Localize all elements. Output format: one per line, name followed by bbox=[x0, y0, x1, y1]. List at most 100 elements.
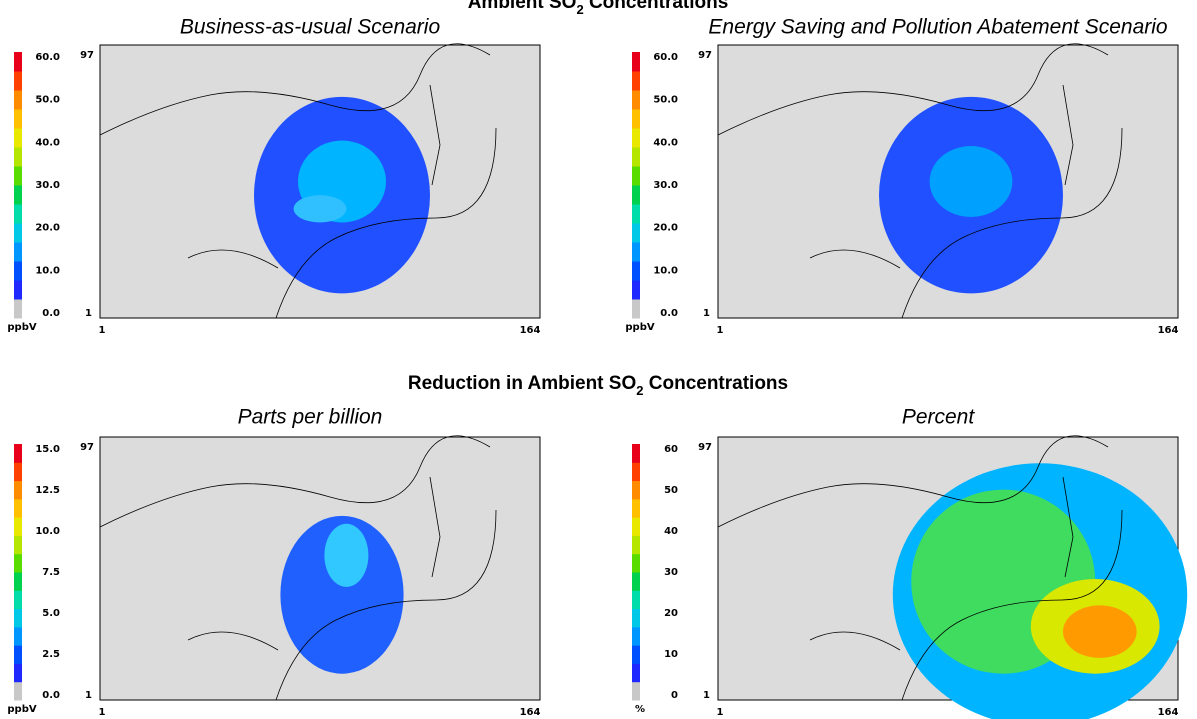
colorbar-label: 10 bbox=[664, 649, 678, 660]
title-subscript: 2 bbox=[576, 2, 583, 17]
colorbar-segment bbox=[14, 462, 22, 481]
colorbar-label: 0.0 bbox=[42, 690, 60, 701]
colorbar-segment bbox=[632, 499, 640, 518]
colorbar-segment bbox=[632, 609, 640, 628]
colorbar-label: 30.0 bbox=[35, 180, 60, 191]
colorbar-segment bbox=[14, 204, 22, 224]
colorbar-label: 5.0 bbox=[42, 608, 60, 619]
title-text: Reduction in Ambient SO bbox=[408, 373, 636, 394]
colorbar-label: 0.0 bbox=[42, 308, 60, 319]
colorbar-segment bbox=[14, 52, 22, 72]
colorbar-segment bbox=[14, 481, 22, 500]
colorbar-label: 10.0 bbox=[35, 526, 60, 537]
colorbar-segment bbox=[632, 90, 640, 110]
colorbar-segment bbox=[632, 572, 640, 591]
colorbar-segment bbox=[632, 52, 640, 72]
colorbar-segment bbox=[14, 166, 22, 186]
axis-label: 1 bbox=[85, 690, 92, 701]
map-field bbox=[1063, 605, 1137, 658]
bottom-title: Reduction in Ambient SO2 Concentrations bbox=[408, 373, 788, 398]
colorbar-label: 30.0 bbox=[653, 180, 678, 191]
panel-subtitle: Energy Saving and Pollution Abatement Sc… bbox=[708, 16, 1168, 39]
colorbar-segment bbox=[632, 462, 640, 481]
colorbar-segment bbox=[632, 645, 640, 664]
colorbar-segment bbox=[14, 71, 22, 91]
colorbar-label: 0.0 bbox=[660, 308, 678, 319]
axis-label: 1 bbox=[703, 308, 710, 319]
colorbar-segment bbox=[632, 535, 640, 554]
colorbar-label: 50.0 bbox=[653, 95, 678, 106]
colorbar-segment bbox=[14, 147, 22, 167]
axis-label: 164 bbox=[520, 325, 541, 336]
colorbar-segment bbox=[14, 128, 22, 148]
colorbar-segment bbox=[632, 554, 640, 573]
colorbar-segment bbox=[632, 242, 640, 262]
colorbar-label: 50 bbox=[664, 485, 678, 496]
axis-label: 1 bbox=[85, 308, 92, 319]
colorbar-segment bbox=[632, 166, 640, 186]
colorbar-label: 40.0 bbox=[35, 137, 60, 148]
panel-subtitle: Parts per billion bbox=[238, 406, 383, 429]
colorbar-label: 40.0 bbox=[653, 137, 678, 148]
axis-label: 164 bbox=[520, 707, 541, 718]
colorbar-segment bbox=[632, 590, 640, 609]
colorbar-segment bbox=[632, 627, 640, 646]
colorbar-label: 7.5 bbox=[42, 567, 60, 578]
axis-label: 1 bbox=[99, 325, 106, 336]
axis-label: 1 bbox=[717, 707, 724, 718]
colorbar-label: 50.0 bbox=[35, 95, 60, 106]
colorbar-label: 10.0 bbox=[35, 265, 60, 276]
colorbar-segment bbox=[14, 517, 22, 536]
colorbar-segment bbox=[14, 242, 22, 262]
colorbar-label: 20.0 bbox=[653, 223, 678, 234]
colorbar-label: 60.0 bbox=[653, 52, 678, 63]
colorbar-label: 12.5 bbox=[35, 485, 60, 496]
axis-label: 97 bbox=[698, 442, 712, 453]
colorbar-label: 20 bbox=[664, 608, 678, 619]
axis-label: 164 bbox=[1158, 325, 1179, 336]
colorbar-segment bbox=[14, 627, 22, 646]
colorbar-segment bbox=[632, 663, 640, 682]
colorbar-segment bbox=[632, 128, 640, 148]
colorbar-segment bbox=[14, 609, 22, 628]
colorbar-segment bbox=[14, 645, 22, 664]
colorbar-segment bbox=[14, 572, 22, 591]
axis-label: 1 bbox=[99, 707, 106, 718]
colorbar-segment bbox=[632, 682, 640, 701]
colorbar-label: 2.5 bbox=[42, 649, 60, 660]
colorbar-segment bbox=[632, 147, 640, 167]
colorbar-segment bbox=[632, 261, 640, 281]
colorbar-segment bbox=[14, 90, 22, 110]
colorbar-label: 60.0 bbox=[35, 52, 60, 63]
colorbar-segment bbox=[14, 590, 22, 609]
colorbar-segment bbox=[14, 499, 22, 518]
colorbar-segment bbox=[14, 299, 22, 319]
colorbar-segment bbox=[632, 109, 640, 129]
figure: Ambient SO2 Concentrations Reduction in … bbox=[0, 0, 1197, 719]
colorbar-segment bbox=[14, 223, 22, 243]
axis-label: 1 bbox=[717, 325, 724, 336]
colorbar-segment bbox=[14, 280, 22, 300]
colorbar-segment bbox=[14, 663, 22, 682]
colorbar-label: 15.0 bbox=[35, 444, 60, 455]
top-title: Ambient SO2 Concentrations bbox=[468, 0, 729, 17]
colorbar-segment bbox=[14, 444, 22, 463]
colorbar-label: 30 bbox=[664, 567, 678, 578]
title-tail: Concentrations bbox=[643, 373, 788, 394]
colorbar-label: 20.0 bbox=[35, 223, 60, 234]
panel-subtitle: Business-as-usual Scenario bbox=[180, 16, 441, 39]
colorbar-label: 40 bbox=[664, 526, 678, 537]
colorbar-segment bbox=[632, 71, 640, 91]
colorbar-segment bbox=[14, 261, 22, 281]
title-text: Ambient SO bbox=[468, 0, 577, 13]
colorbar-label: 0 bbox=[671, 690, 678, 701]
axis-label: 97 bbox=[698, 50, 712, 61]
colorbar-segment bbox=[632, 299, 640, 319]
colorbar-label: 10.0 bbox=[653, 265, 678, 276]
colorbar-unit: % bbox=[635, 704, 645, 715]
colorbar-unit: ppbV bbox=[7, 322, 36, 333]
colorbar-segment bbox=[632, 204, 640, 224]
map-field bbox=[930, 146, 1013, 217]
colorbar-segment bbox=[14, 535, 22, 554]
colorbar-segment bbox=[14, 554, 22, 573]
